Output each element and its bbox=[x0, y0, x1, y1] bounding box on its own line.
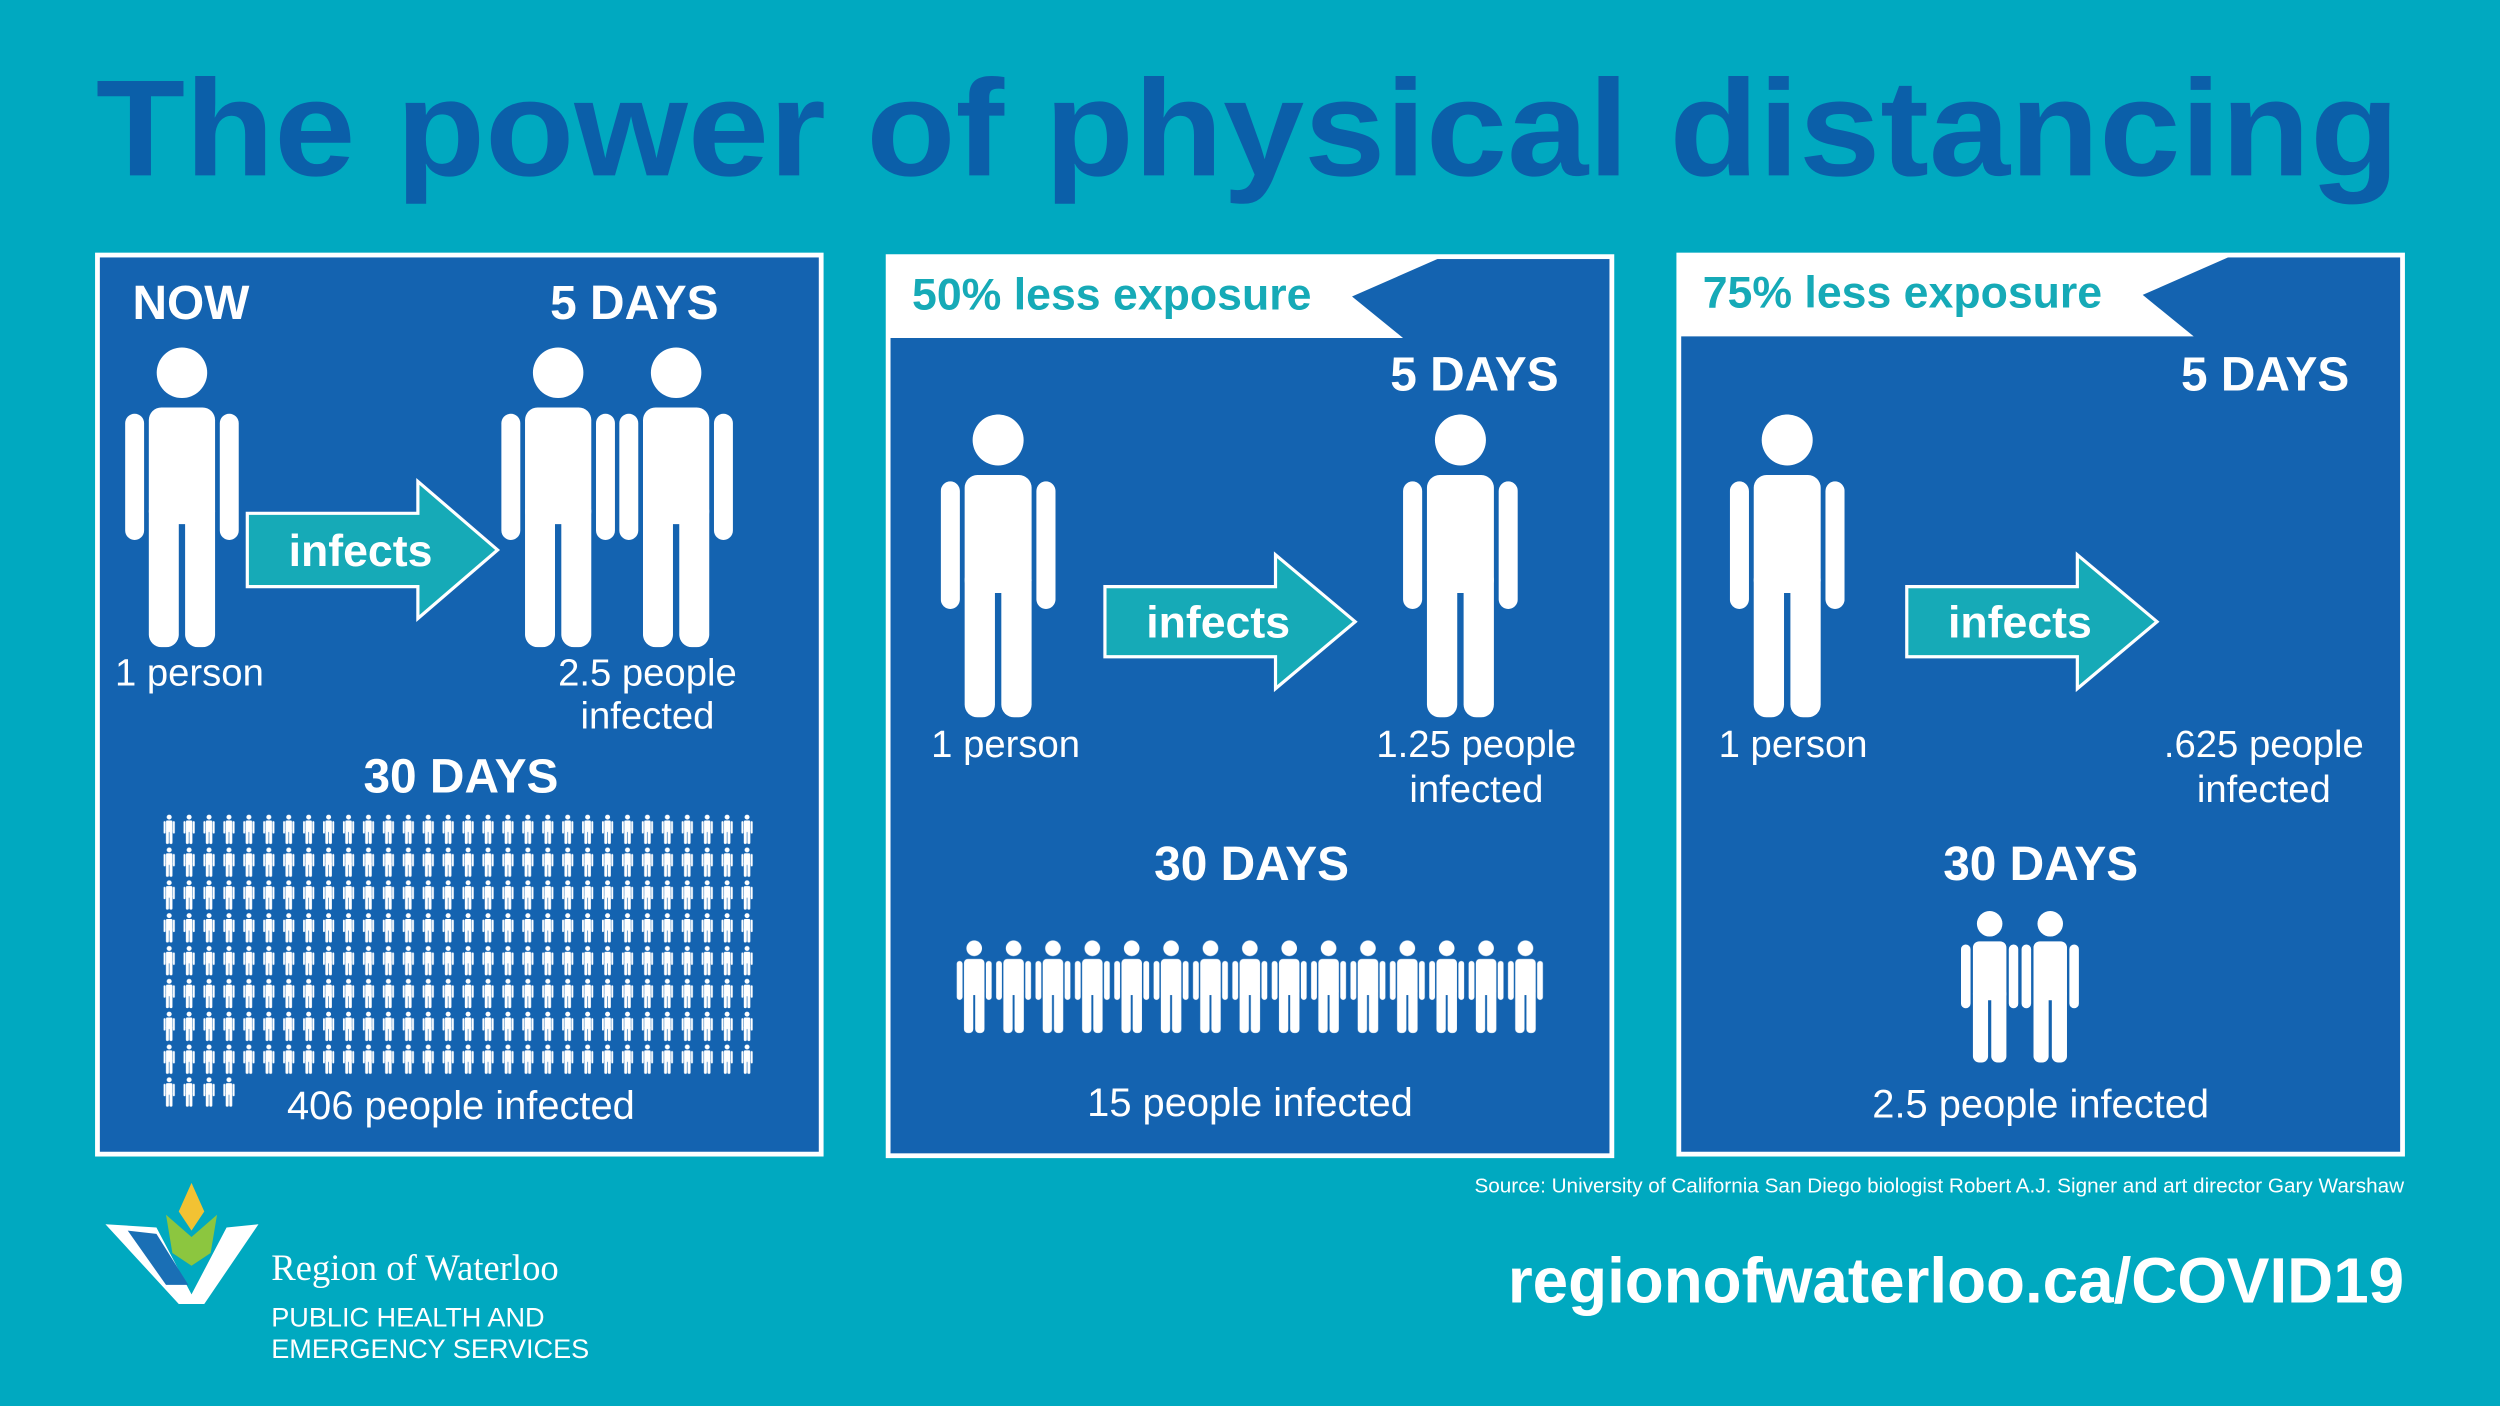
days5: 5 DAYS bbox=[2181, 349, 2349, 402]
result-label: 1.25 people bbox=[1376, 723, 1576, 766]
decoration bbox=[955, 937, 1546, 1040]
exposure: 50% less exposure bbox=[912, 270, 1311, 319]
days5: 5 DAYS bbox=[550, 277, 718, 330]
result-label: infected bbox=[2197, 768, 2331, 811]
heading: NOW bbox=[133, 277, 251, 330]
decoration bbox=[127, 1230, 189, 1285]
url[interactable]: regionofwaterloo.ca/COVID19 bbox=[1508, 1244, 2404, 1316]
source-label: 1 person bbox=[115, 651, 264, 694]
title: The power of physical distancing bbox=[96, 52, 2399, 205]
decoration bbox=[166, 1214, 218, 1266]
total: 2.5 people infected bbox=[1872, 1082, 2209, 1126]
days30: 30 DAYS bbox=[1154, 838, 1349, 891]
source: Source: University of California San Die… bbox=[1474, 1174, 2405, 1197]
logo-dept: PUBLIC HEALTH AND bbox=[271, 1301, 544, 1332]
decoration bbox=[245, 477, 501, 622]
result-label: 2.5 people bbox=[558, 651, 737, 694]
result-label: infected bbox=[580, 695, 714, 738]
logo-name: Region of Waterloo bbox=[271, 1247, 559, 1288]
decoration bbox=[1678, 255, 2234, 337]
source-label: 1 person bbox=[931, 723, 1080, 766]
source-label: 1 person bbox=[1719, 723, 1868, 766]
decoration bbox=[105, 1182, 259, 1304]
decoration bbox=[1905, 551, 2160, 693]
total: 406 people infected bbox=[287, 1084, 635, 1128]
days5: 5 DAYS bbox=[1390, 349, 1558, 402]
result-label: .625 people bbox=[2164, 723, 2364, 766]
days30: 30 DAYS bbox=[363, 750, 558, 803]
decoration bbox=[178, 1182, 205, 1231]
decoration bbox=[159, 812, 760, 1077]
exposure: 75% less exposure bbox=[1703, 269, 2102, 318]
verb: infects bbox=[1146, 599, 1290, 648]
days30: 30 DAYS bbox=[1943, 838, 2138, 891]
logo-dept: EMERGENCY SERVICES bbox=[271, 1333, 589, 1364]
decoration bbox=[888, 256, 1443, 338]
total: 15 people infected bbox=[1087, 1081, 1413, 1125]
decoration bbox=[1103, 551, 1358, 693]
verb: infects bbox=[289, 527, 433, 576]
verb: infects bbox=[1948, 599, 2092, 648]
result-label: infected bbox=[1409, 768, 1543, 811]
decoration bbox=[159, 1076, 240, 1109]
